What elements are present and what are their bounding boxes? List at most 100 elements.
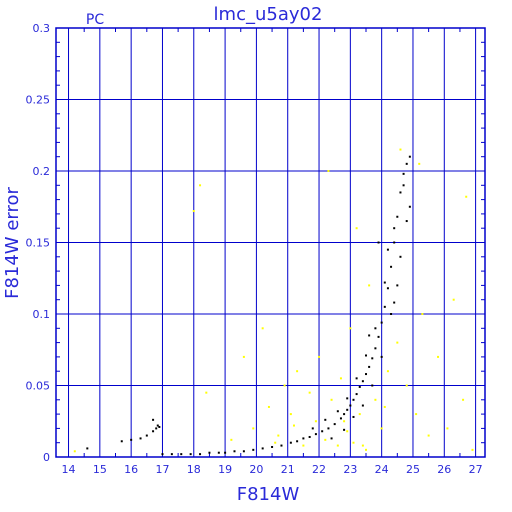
data-points <box>73 148 474 456</box>
data-point <box>371 384 374 387</box>
data-point <box>321 430 324 433</box>
data-point <box>462 398 465 401</box>
data-point <box>139 437 142 440</box>
data-point <box>224 451 227 454</box>
data-point <box>302 444 305 447</box>
data-point <box>346 397 349 400</box>
data-point <box>233 450 236 453</box>
data-point <box>365 373 368 376</box>
data-point <box>358 413 361 416</box>
data-point <box>402 172 405 175</box>
grid-lines <box>56 27 485 458</box>
y-tick-label: 0.05 <box>26 380 51 393</box>
data-point <box>421 313 424 315</box>
data-point <box>399 255 402 258</box>
data-point <box>408 155 411 158</box>
data-point <box>86 447 89 450</box>
data-point <box>402 184 405 187</box>
data-point <box>346 408 349 411</box>
data-point <box>465 195 468 198</box>
chart-subtitle: PC <box>86 12 104 28</box>
data-point <box>339 417 342 420</box>
data-point <box>355 377 358 380</box>
data-point <box>415 413 418 416</box>
data-point <box>289 413 292 416</box>
data-point <box>374 398 377 401</box>
data-point <box>283 384 286 387</box>
data-point <box>368 334 371 337</box>
data-point <box>267 405 270 408</box>
data-point <box>390 313 393 315</box>
data-point <box>393 227 396 230</box>
data-point <box>471 448 474 451</box>
data-point <box>393 301 396 304</box>
x-tick-label: 22 <box>312 463 326 476</box>
data-point <box>145 434 148 437</box>
data-point <box>355 393 358 396</box>
data-point <box>308 391 311 394</box>
data-point <box>377 335 380 338</box>
data-point <box>343 420 346 423</box>
data-point <box>339 377 342 380</box>
data-point <box>380 427 383 430</box>
data-point <box>405 384 408 387</box>
data-point <box>155 427 158 430</box>
data-point <box>371 357 374 360</box>
data-point <box>252 427 255 430</box>
x-axis-label: F814W <box>237 484 300 505</box>
data-point <box>361 444 364 447</box>
data-point <box>189 453 192 456</box>
data-point <box>386 248 389 251</box>
data-point <box>120 440 123 443</box>
data-point <box>252 448 255 451</box>
y-tick-label: 0.15 <box>26 237 51 250</box>
data-point <box>327 427 330 430</box>
data-point <box>324 438 327 441</box>
data-point <box>161 453 164 456</box>
data-point <box>427 434 430 437</box>
data-point <box>399 148 402 151</box>
data-point <box>368 365 371 368</box>
data-point <box>296 370 299 373</box>
x-tick-label: 27 <box>469 463 483 476</box>
x-tick-label: 23 <box>343 463 357 476</box>
data-point <box>355 227 358 230</box>
x-tick-label: 24 <box>375 463 389 476</box>
x-tick-label: 20 <box>249 463 263 476</box>
data-point <box>192 210 195 213</box>
y-tick-label: 0 <box>43 451 50 464</box>
data-point <box>365 354 368 357</box>
data-point <box>330 398 333 401</box>
x-tick-label: 17 <box>155 463 169 476</box>
x-tick-label: 18 <box>187 463 201 476</box>
data-point <box>396 215 399 218</box>
x-tick-label: 25 <box>406 463 420 476</box>
data-point <box>333 423 336 426</box>
data-point <box>261 327 264 330</box>
data-point <box>343 428 346 431</box>
y-axis-label: F814W error <box>2 187 23 299</box>
y-tick-label: 0.25 <box>26 94 51 107</box>
y-tick-label: 0.1 <box>33 308 51 321</box>
data-point <box>390 265 393 268</box>
data-point <box>393 241 396 244</box>
y-tick-labels: 0 0.05 0.1 0.15 0.2 0.25 0.3 <box>26 22 51 464</box>
data-point <box>377 241 380 244</box>
data-point <box>386 370 389 373</box>
data-point <box>418 162 421 165</box>
data-point <box>289 441 292 444</box>
data-point <box>437 355 440 358</box>
data-point <box>368 284 371 287</box>
data-point <box>271 445 274 448</box>
x-tick-label: 19 <box>218 463 232 476</box>
data-point <box>170 453 173 456</box>
data-point <box>324 418 327 421</box>
data-point <box>156 424 159 427</box>
data-point <box>343 413 346 416</box>
data-point <box>399 191 402 194</box>
data-point <box>396 284 399 287</box>
data-point <box>242 450 245 453</box>
data-point <box>261 447 264 450</box>
data-point <box>277 434 280 437</box>
